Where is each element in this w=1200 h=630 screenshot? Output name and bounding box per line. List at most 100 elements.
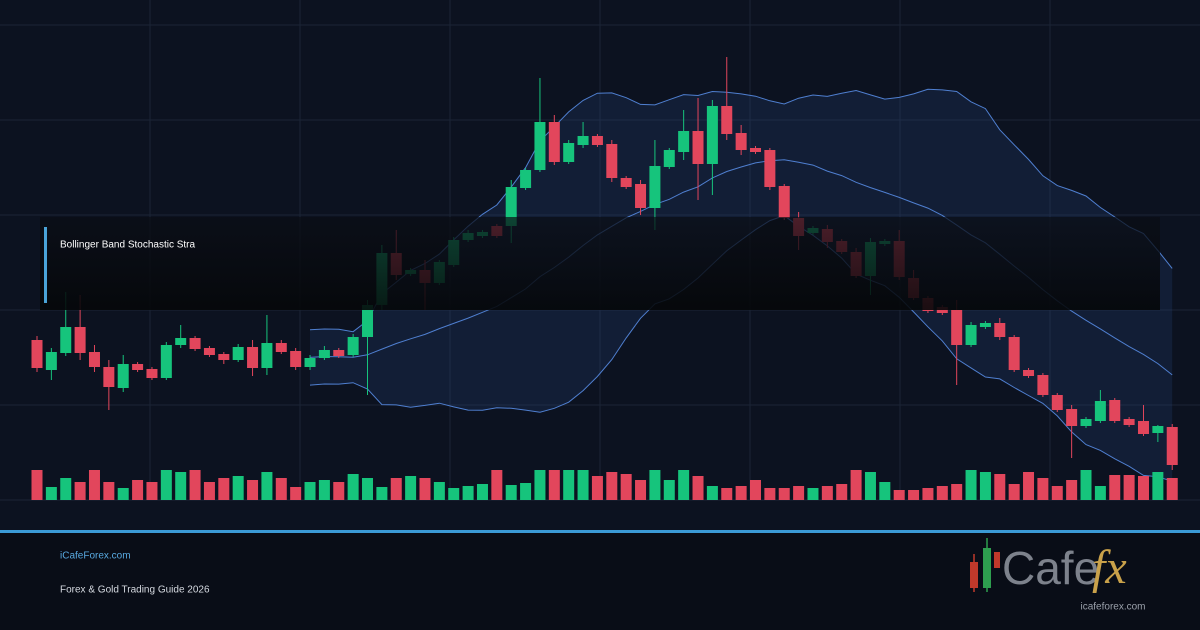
overlay-box xyxy=(40,217,1160,310)
volume-bar xyxy=(735,486,747,500)
volume-bar xyxy=(821,486,833,500)
logo-icon xyxy=(970,562,978,588)
volume-bar xyxy=(433,482,445,500)
candle-body xyxy=(735,133,747,150)
volume-bar xyxy=(750,480,761,500)
candle-body xyxy=(951,310,963,345)
candle-body xyxy=(318,350,330,358)
volume-bar xyxy=(261,472,273,500)
volume-bar xyxy=(74,482,86,500)
candle-body xyxy=(520,170,532,188)
candle-body xyxy=(275,343,287,352)
volume-bar xyxy=(362,478,374,500)
volume-bar xyxy=(591,476,603,500)
candle-body xyxy=(160,345,172,378)
volume-bar xyxy=(678,470,690,500)
candle-body xyxy=(979,323,991,327)
volume-bar xyxy=(476,484,488,500)
volume-bar xyxy=(606,472,618,500)
candle-body xyxy=(247,347,259,368)
logo: Cafe fx icafeforex.com xyxy=(970,538,1146,613)
candle-body xyxy=(1137,421,1149,434)
volume-bar xyxy=(520,483,532,500)
candle-body xyxy=(347,337,359,355)
volume-bar xyxy=(1080,470,1092,500)
volume-bar xyxy=(376,487,388,500)
candle-body xyxy=(1051,395,1063,410)
candle-body xyxy=(1152,426,1164,433)
volume-bar xyxy=(635,480,647,500)
candle-body xyxy=(678,131,690,152)
candle-body xyxy=(606,144,618,178)
volume-bar xyxy=(1023,472,1035,500)
volume-bar xyxy=(1066,480,1078,500)
volume-bar xyxy=(103,482,115,500)
volume-bar xyxy=(577,470,589,500)
volume-bar xyxy=(908,490,920,500)
candle-body xyxy=(45,352,57,370)
candle-body xyxy=(534,122,546,170)
candle-body xyxy=(132,364,144,370)
candle-body xyxy=(563,143,575,162)
volume-bar xyxy=(879,482,891,500)
volume-bar xyxy=(132,480,144,500)
logo-url: icafeforex.com xyxy=(1080,602,1145,613)
volume-bar xyxy=(649,470,661,500)
volume-bar xyxy=(721,488,733,500)
candle-body xyxy=(74,327,86,353)
volume-bar xyxy=(534,470,546,500)
volume-bar xyxy=(189,470,201,500)
volume-bar xyxy=(994,474,1006,500)
volume-bar xyxy=(1051,486,1063,500)
volume-bar xyxy=(778,488,790,500)
volume-bar xyxy=(922,488,934,500)
footer-subtitle: Forex & Gold Trading Guide 2026 xyxy=(60,585,210,596)
candle-body xyxy=(60,327,72,353)
volume-bar xyxy=(1037,478,1049,500)
volume-bar xyxy=(793,486,805,500)
volume-bar xyxy=(247,480,259,500)
volume-bar xyxy=(836,484,848,500)
volume-bar xyxy=(448,488,460,500)
candle-body xyxy=(203,348,215,355)
volume-bar xyxy=(275,478,287,500)
candle-body xyxy=(663,150,675,167)
volume-bar xyxy=(232,476,244,500)
candle-body xyxy=(994,323,1006,337)
volume-bar xyxy=(807,488,819,500)
logo-icon xyxy=(994,552,1000,568)
volume-bar xyxy=(1166,478,1178,500)
accent-bar xyxy=(44,227,47,303)
candle-body xyxy=(362,305,374,337)
candle-body xyxy=(577,136,589,145)
candle-body xyxy=(1023,370,1035,376)
candle-body xyxy=(1109,400,1121,421)
candle-body xyxy=(965,325,977,345)
volume-bar xyxy=(1152,472,1164,500)
candle-body xyxy=(290,351,302,367)
volume-bar xyxy=(45,487,57,500)
volume-bar xyxy=(88,470,100,500)
footer-background xyxy=(0,533,1200,630)
candle-body xyxy=(261,343,273,368)
volume-bar xyxy=(1109,475,1121,500)
volume-bar xyxy=(203,482,215,500)
candle-body xyxy=(505,187,517,226)
volume-bar xyxy=(1137,476,1149,500)
volume-bar xyxy=(893,490,905,500)
candle-body xyxy=(232,347,244,360)
candle-body xyxy=(146,369,158,378)
candle-body xyxy=(88,352,100,367)
candle-body xyxy=(620,178,632,187)
volume-bar xyxy=(347,474,359,500)
candle-body xyxy=(218,354,230,360)
volume-bar xyxy=(419,478,431,500)
candle-body xyxy=(333,350,345,356)
volume-bar xyxy=(620,474,632,500)
divider xyxy=(0,530,1200,533)
logo-accent: fx xyxy=(1092,541,1127,594)
candle-body xyxy=(591,136,603,145)
candle-body xyxy=(1094,401,1106,421)
volume-bar xyxy=(563,470,575,500)
candle-body xyxy=(1166,427,1178,465)
